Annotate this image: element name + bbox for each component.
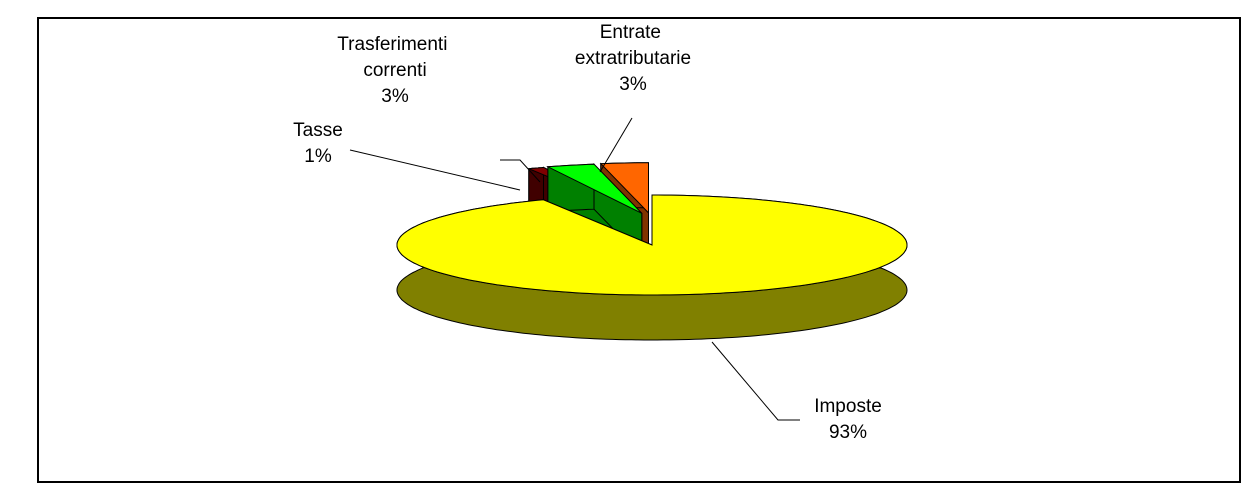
slice-top (546, 163, 643, 214)
leader-line (711, 341, 800, 421)
slice-value-label: 1% (304, 146, 332, 167)
slice-label: Tasse (293, 120, 343, 141)
slice-value-label: 93% (829, 422, 867, 443)
slice-top (396, 194, 908, 296)
slice-value-label: 3% (619, 74, 647, 95)
labels: Imposte 93% Tasse 1% Trasferimenti correnti 3… (293, 22, 882, 443)
pie-slice (396, 194, 908, 341)
slice-label: Entrate extratributarie (575, 22, 691, 69)
slice-label: Imposte (814, 396, 882, 417)
slice-label: Trasferimenti correnti (337, 34, 452, 81)
pie (396, 162, 908, 341)
leader-line (500, 159, 541, 183)
leader-line (349, 149, 521, 191)
leader-line (599, 117, 633, 173)
slice-value-label: 3% (381, 86, 409, 107)
